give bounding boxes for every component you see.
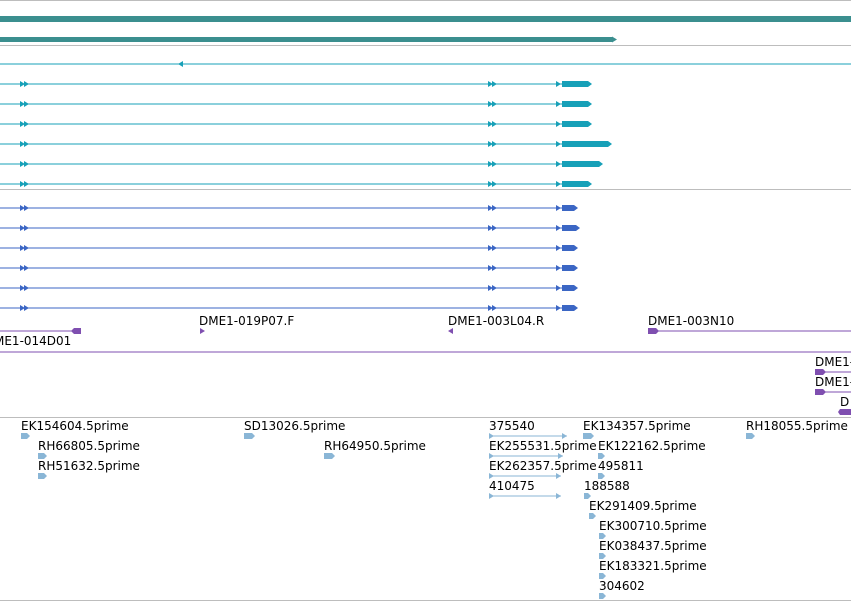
transcript-feature[interactable] (0, 245, 578, 251)
est-label[interactable]: EK291409.5prime (589, 499, 697, 513)
est-label[interactable]: 188588 (584, 479, 630, 493)
clone-arrow-icon (448, 328, 453, 334)
clone-feature[interactable] (815, 369, 851, 375)
est-label[interactable]: SD13026.5prime (244, 419, 345, 433)
transcript-track-a (0, 61, 851, 190)
transcript-feature[interactable] (0, 265, 578, 271)
est-track: EK154604.5prime RH66805.5prime RH51632.5pr… (0, 419, 851, 601)
est-label[interactable]: EK262357.5prime (489, 459, 597, 473)
est-feature[interactable] (38, 473, 47, 479)
est-feature[interactable] (324, 453, 335, 459)
est-label[interactable]: RH64950.5prime (324, 439, 426, 453)
clone-arrow-icon (200, 328, 205, 334)
gene-feature[interactable] (0, 16, 851, 22)
est-label[interactable]: EK038437.5prime (599, 539, 707, 553)
est-label[interactable]: EK154604.5prime (21, 419, 129, 433)
transcript-feature[interactable] (0, 285, 578, 291)
est-label[interactable]: 410475 (489, 479, 535, 493)
est-label[interactable]: RH66805.5prime (38, 439, 140, 453)
est-feature[interactable] (746, 433, 755, 439)
clone-label[interactable]: DME1-003L04.R (448, 314, 544, 328)
est-feature[interactable] (38, 453, 47, 459)
est-label[interactable]: 375540 (489, 419, 535, 433)
est-feature[interactable] (598, 473, 605, 479)
est-label[interactable]: EK255531.5prime (489, 439, 597, 453)
clone-label[interactable]: D (840, 395, 849, 409)
est-feature[interactable] (21, 433, 30, 439)
transcript-track-b (0, 205, 580, 311)
clone-label[interactable]: DME1-019P07.F (199, 314, 294, 328)
transcript-feature[interactable] (0, 181, 592, 187)
transcript-feature[interactable] (0, 101, 592, 107)
clone-feature[interactable] (838, 409, 851, 415)
est-feature[interactable] (599, 533, 606, 539)
transcript-feature[interactable] (0, 161, 603, 167)
est-feature[interactable] (489, 473, 561, 479)
est-feature[interactable] (599, 573, 606, 579)
transcript-feature[interactable] (0, 141, 612, 147)
est-label[interactable]: EK122162.5prime (598, 439, 706, 453)
est-label[interactable]: EK183321.5prime (599, 559, 707, 573)
transcript-feature[interactable] (0, 305, 578, 311)
clone-feature[interactable] (648, 328, 851, 334)
transcript-feature[interactable] (0, 121, 592, 127)
est-feature[interactable] (584, 493, 591, 499)
est-feature[interactable] (489, 453, 563, 459)
clone-feature[interactable] (815, 389, 851, 395)
est-feature[interactable] (583, 433, 594, 439)
clone-label[interactable]: DME1-003N10 (648, 314, 734, 328)
est-feature[interactable] (599, 553, 606, 559)
clone-label[interactable]: DME1- (815, 375, 851, 389)
transcript-feature[interactable] (0, 225, 580, 231)
est-label[interactable]: 304602 (599, 579, 645, 593)
gene-track (0, 0, 851, 46)
est-label[interactable]: 495811 (598, 459, 644, 473)
clone-track: ME1-014D01 DME1-019P07.F DME1-003L04.R D… (0, 314, 851, 418)
gene-feature[interactable] (0, 36, 617, 43)
clone-label[interactable]: DME1- (815, 355, 851, 369)
transcript-feature[interactable] (0, 61, 851, 67)
est-label[interactable]: EK134357.5prime (583, 419, 691, 433)
clone-feature[interactable] (0, 328, 81, 334)
est-label[interactable]: EK300710.5prime (599, 519, 707, 533)
est-feature[interactable] (599, 593, 606, 599)
est-feature[interactable] (244, 433, 255, 439)
est-feature[interactable] (598, 453, 605, 459)
est-feature[interactable] (489, 433, 567, 439)
est-feature[interactable] (489, 493, 561, 499)
est-label[interactable]: RH18055.5prime (746, 419, 848, 433)
est-feature[interactable] (589, 513, 596, 519)
est-label[interactable]: RH51632.5prime (38, 459, 140, 473)
clone-label: ME1-014D01 (0, 334, 71, 348)
transcript-feature[interactable] (0, 81, 592, 87)
transcript-feature[interactable] (0, 205, 578, 211)
